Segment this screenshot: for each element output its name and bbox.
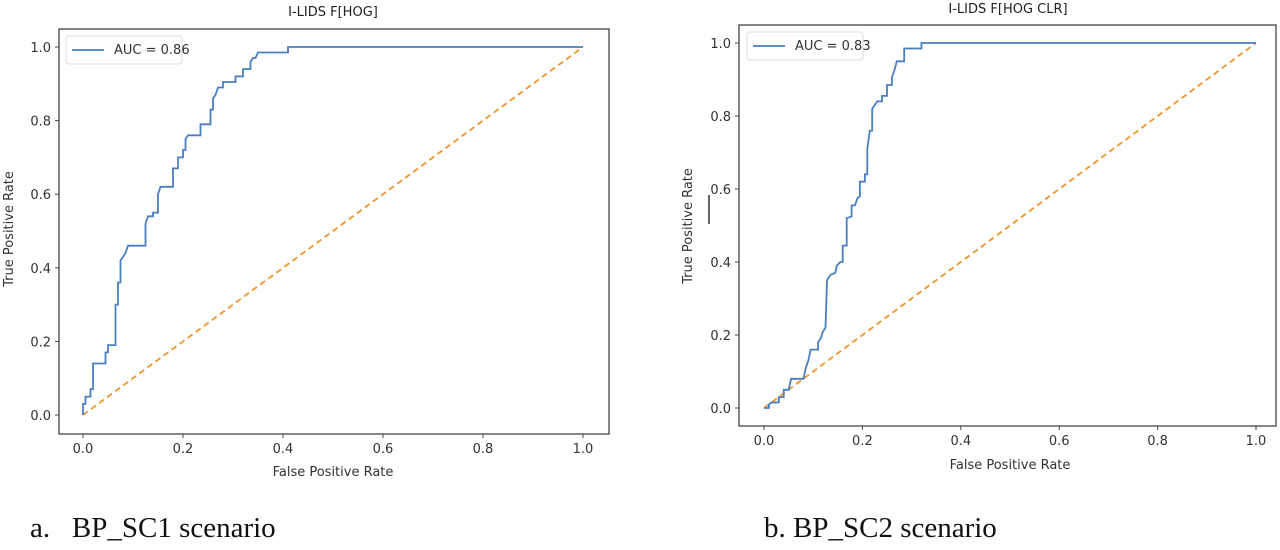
roc-plot-b: I-LIDS F[HOG CLR] False Positive Rate Tr… [681, 2, 1277, 473]
y-tick-label: 0.6 [710, 183, 731, 198]
x-axis-label: False Positive Rate [273, 465, 394, 480]
x-tick-label: 0.2 [852, 434, 873, 449]
caption-b: b. BP_SC2 scenario [764, 512, 997, 544]
y-tick-label: 0.0 [710, 402, 731, 417]
y-tick-label: 0.2 [710, 329, 731, 344]
x-tick-label: 0.4 [273, 442, 294, 457]
x-tick-label: 1.0 [573, 442, 594, 457]
x-tick-label: 0.0 [73, 442, 94, 457]
x-axis-label: False Positive Rate [950, 458, 1071, 473]
roc-plot-a: I-LIDS F[HOG] False Positive Rate True P… [2, 5, 610, 480]
axes-frame [738, 24, 1277, 427]
chance-line [763, 42, 1257, 409]
chance-line [82, 46, 584, 416]
chart-title: I-LIDS F[HOG] [288, 5, 378, 20]
x-tick-label: 0.6 [1049, 434, 1070, 449]
x-tick-label: 0.8 [1147, 434, 1168, 449]
y-tick-label: 1.0 [710, 37, 731, 52]
x-tick-label: 1.0 [1246, 434, 1267, 449]
x-tick-label: 0.0 [754, 434, 775, 449]
y-tick-label: 0.4 [30, 262, 51, 277]
y-tick-label: 0.8 [30, 115, 51, 130]
x-tick-label: 0.4 [950, 434, 971, 449]
x-tick-label: 0.2 [173, 442, 194, 457]
legend-label: AUC = 0.83 [795, 39, 871, 54]
chart-title: I-LIDS F[HOG CLR] [948, 2, 1067, 17]
y-axis-label: True Positive Rate [681, 168, 696, 285]
axes-frame [58, 28, 610, 435]
y-tick-label: 0.2 [30, 335, 51, 350]
y-axis-label: True Positive Rate [2, 171, 17, 288]
x-tick-label: 0.6 [373, 442, 394, 457]
roc-curve [82, 46, 583, 415]
y-tick-label: 0.8 [710, 110, 731, 125]
caption-a: a. BP_SC1 scenario [30, 512, 276, 544]
y-tick-label: 0.0 [30, 409, 51, 424]
legend-box [746, 31, 864, 61]
roc-curve [764, 42, 1256, 409]
y-tick-label: 1.0 [30, 41, 51, 56]
legend-box [65, 35, 183, 65]
y-tick-label: 0.4 [710, 256, 731, 271]
legend-label: AUC = 0.86 [114, 43, 190, 58]
x-tick-label: 0.8 [473, 442, 494, 457]
y-tick-label: 0.6 [30, 188, 51, 203]
